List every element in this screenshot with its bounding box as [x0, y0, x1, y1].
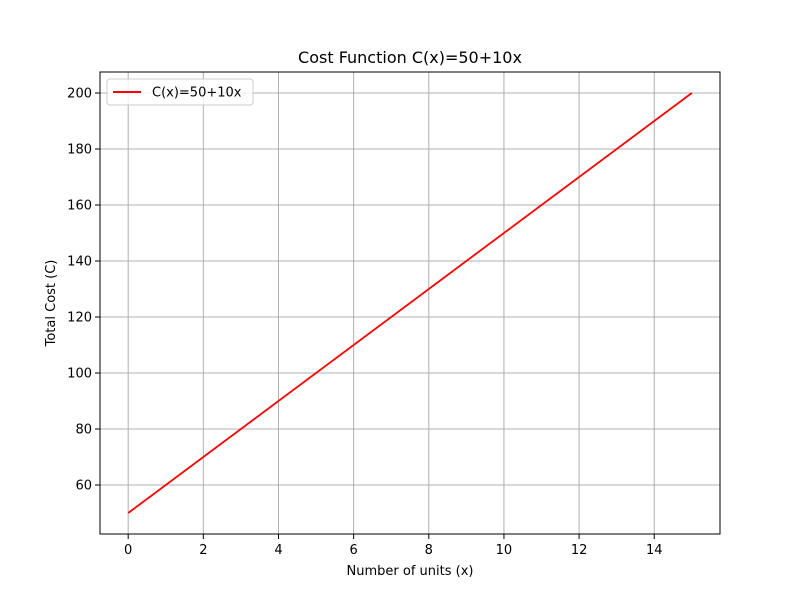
y-tick-label: 140	[67, 255, 92, 270]
x-tick-label: 8	[425, 543, 433, 558]
chart-title: Cost Function C(x)=50+10x	[298, 48, 522, 67]
grid	[100, 72, 720, 534]
x-tick-label: 2	[199, 543, 207, 558]
legend-box	[106, 78, 254, 106]
y-axis-label: Total Cost (C)	[44, 260, 59, 348]
x-tick-label: 0	[124, 543, 132, 558]
x-axis-ticks: 0 2 4 6 8 10 12 14	[124, 534, 663, 558]
x-tick-label: 12	[571, 543, 588, 558]
y-tick-label: 120	[67, 311, 92, 326]
y-tick-label: 100	[67, 367, 92, 382]
legend-label: C(x)=50+10x	[152, 86, 242, 101]
y-tick-label: 180	[67, 143, 92, 158]
series-layer	[127, 92, 693, 514]
series-line	[127, 92, 693, 514]
y-tick-label: 60	[75, 479, 92, 494]
y-tick-label: 200	[67, 87, 92, 102]
x-axis-label: Number of units (x)	[347, 564, 474, 579]
y-axis-ticks: 60 80 100 120 140 160 180 200	[67, 87, 100, 494]
y-tick-label: 80	[75, 423, 92, 438]
plot-area-frame	[99, 71, 721, 535]
x-tick-label: 4	[274, 543, 282, 558]
x-tick-label: 10	[496, 543, 513, 558]
legend: C(x)=50+10x	[106, 78, 254, 106]
x-tick-label: 14	[646, 543, 663, 558]
y-tick-label: 160	[67, 199, 92, 214]
x-tick-label: 6	[349, 543, 357, 558]
